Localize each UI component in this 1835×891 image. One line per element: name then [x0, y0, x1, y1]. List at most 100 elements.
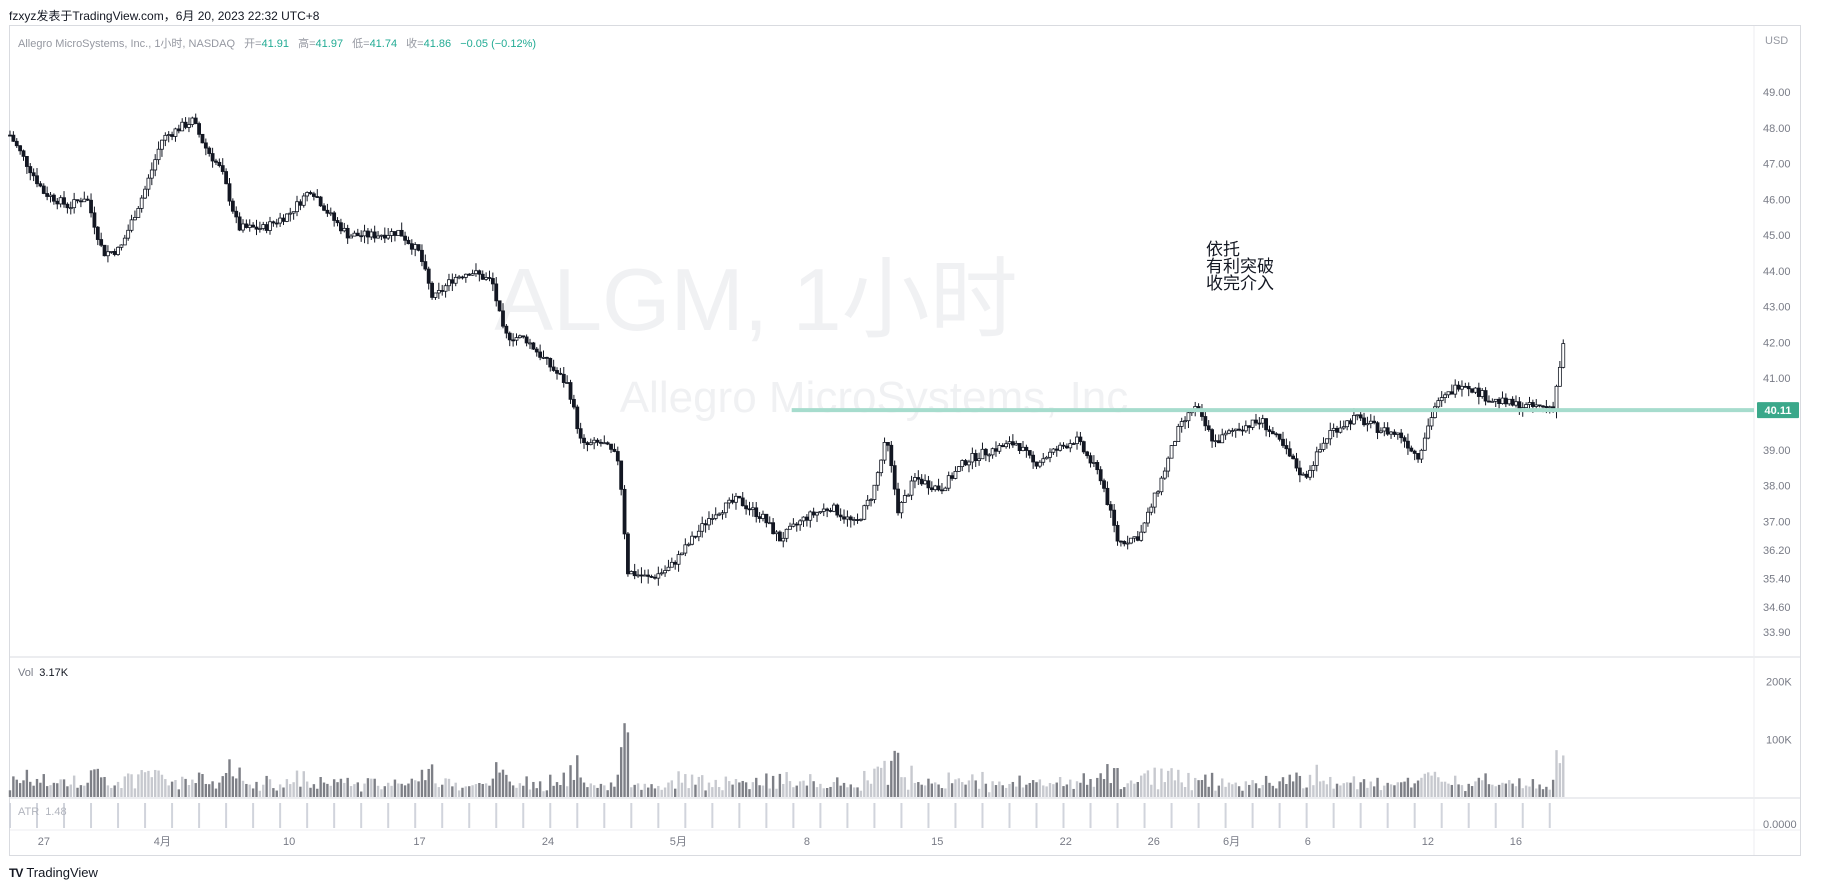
candle [538, 344, 543, 361]
volume-bar [505, 774, 508, 797]
candle [832, 502, 836, 513]
volume-bar [1261, 784, 1264, 797]
candle-body [1115, 524, 1120, 542]
volume-bar [1403, 781, 1406, 797]
volume-bar [1477, 777, 1481, 797]
candle [1024, 444, 1029, 458]
candle-body [264, 224, 269, 231]
candle [406, 236, 411, 245]
candle-body [899, 502, 904, 514]
candle-body [268, 221, 272, 231]
volume-bar [373, 778, 376, 797]
volume-bar [1052, 784, 1055, 797]
candle-body [720, 512, 725, 515]
volume-bar [1129, 780, 1133, 797]
volume-bar [1200, 780, 1204, 797]
candle-body [1328, 430, 1333, 440]
candle [99, 232, 104, 248]
candle [740, 492, 745, 507]
candle [433, 292, 438, 300]
candle-body [517, 335, 522, 339]
candle-body [241, 223, 245, 231]
candle-body [24, 155, 29, 167]
candle-body [247, 224, 252, 228]
volume-bar [1163, 782, 1167, 797]
volume-bar [755, 777, 758, 797]
candle-body [1260, 418, 1265, 424]
volume-tick-0: 200K [1766, 677, 1792, 689]
candle-body [757, 516, 762, 519]
candle [1105, 481, 1110, 506]
volume-bar [1514, 786, 1518, 797]
volume-bar [1065, 784, 1069, 797]
candle-body [102, 244, 107, 257]
volume-bar [1518, 778, 1521, 797]
candle-body [430, 282, 434, 298]
tradingview-brand[interactable]: TV TradingView [9, 865, 98, 880]
candle-body [1493, 398, 1498, 402]
candle-body [595, 439, 600, 443]
candle-body [426, 268, 431, 284]
time-tick-13: 16 [1510, 836, 1522, 848]
candle [1514, 395, 1518, 408]
volume-bar [430, 764, 434, 797]
candle [129, 214, 134, 233]
candle [1064, 443, 1069, 450]
candle [1348, 418, 1353, 431]
candle [470, 269, 475, 276]
candle-body [771, 522, 776, 535]
volume-bar [25, 769, 29, 797]
candle [777, 530, 782, 542]
volume-bar [545, 790, 549, 797]
volume-bar [1275, 788, 1278, 797]
volume-bar [1342, 783, 1345, 797]
volume-bar [1112, 768, 1116, 797]
candle [926, 475, 931, 495]
text-annotation[interactable]: 依托 有利突破 收完介入 [1206, 241, 1274, 292]
volume-bar [809, 774, 812, 797]
atr-legend-label: ATR [18, 806, 40, 818]
candle-body [1443, 394, 1447, 398]
volume-bar [22, 780, 25, 797]
candle [1051, 447, 1056, 455]
volume-bar [910, 765, 913, 797]
candle [393, 231, 397, 242]
candle-body [582, 437, 586, 444]
candle [1476, 382, 1481, 405]
volume-bar [994, 785, 998, 797]
candle [1243, 420, 1248, 433]
symbol-legend[interactable]: Allegro MicroSystems, Inc., 1小时, NASDAQ … [18, 35, 536, 51]
volume-bar [569, 765, 572, 797]
candle-body [1409, 447, 1414, 452]
candle-body [453, 276, 458, 284]
candle [254, 219, 259, 236]
volume-legend[interactable]: Vol 3.17K [18, 667, 68, 679]
volume-bar [336, 782, 339, 797]
candle [1027, 450, 1032, 459]
atr-legend[interactable]: ATR 1.48 [18, 806, 67, 818]
volume-bar [370, 778, 373, 797]
candle-body [1156, 491, 1160, 494]
volume-bar [704, 790, 707, 797]
volume-bar [1399, 782, 1403, 797]
volume-bar [356, 782, 359, 797]
candle-body [109, 251, 114, 253]
candle-body [990, 448, 995, 456]
volume-bar [879, 767, 883, 797]
candle-body [1213, 440, 1218, 443]
candle [892, 460, 897, 496]
candle [463, 273, 468, 283]
volume-bar [1447, 783, 1450, 797]
volume-bar [1160, 768, 1163, 797]
volume-bar [616, 774, 619, 797]
volume-bar [805, 785, 809, 797]
candle-body [1500, 397, 1505, 405]
candle-body [632, 571, 637, 577]
volume-bar [1528, 786, 1531, 797]
candle-body [936, 485, 941, 491]
volume-bar [680, 782, 684, 797]
candle-body [1183, 420, 1187, 423]
volume-bar [690, 774, 694, 797]
candle [1480, 388, 1485, 399]
